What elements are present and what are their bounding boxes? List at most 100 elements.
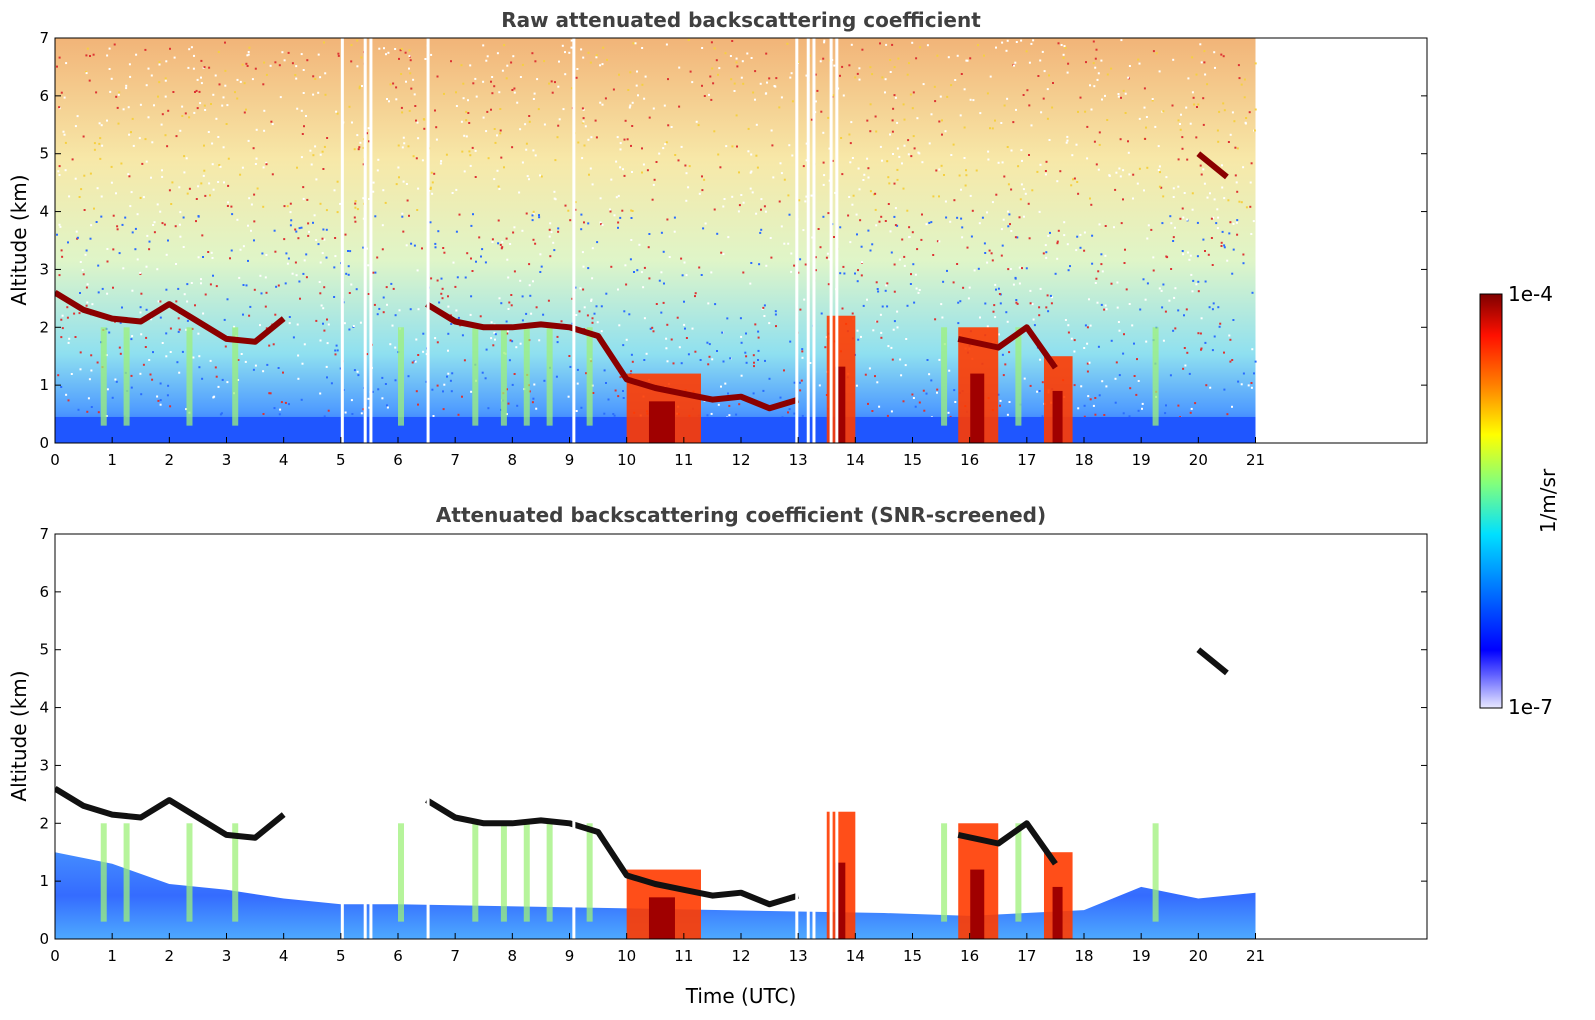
cloud-layer-line [957,820,1058,866]
x-tick-label: 14 [846,451,865,469]
y-tick-label: 0 [39,930,49,948]
precipitation-core [1052,886,1063,939]
x-tick-label: 4 [279,451,289,469]
fall-streak [398,327,404,426]
y-axis-label: Altitude (km) [7,174,31,305]
x-tick-label: 9 [565,451,575,469]
missing-profile-gap [806,534,810,939]
x-tick-label: 10 [617,947,636,965]
x-tick-label: 4 [279,947,289,965]
fall-streak [500,823,507,922]
missing-profile-gap [812,38,816,443]
x-tick-label: 18 [1074,451,1093,469]
x-tick-label: 3 [222,947,232,965]
fall-streak [546,327,553,426]
y-tick-label: 1 [39,376,49,394]
x-tick-label: 6 [393,451,403,469]
fall-streak [941,823,948,922]
x-tick-label: 5 [336,451,346,469]
fall-streak [100,823,107,922]
fall-streak [586,327,593,426]
colorbar-gradient [1479,293,1503,709]
x-tick-label: 0 [50,451,60,469]
missing-profile-gap [806,38,810,443]
y-tick-label: 0 [39,434,49,452]
y-tick-label: 2 [39,318,49,336]
y-tick-label: 3 [39,756,49,774]
precipitation-core [970,373,985,443]
y-axis-label: Altitude (km) [7,670,31,801]
x-tick-label: 17 [1017,947,1036,965]
x-tick-label: 5 [336,947,346,965]
y-tick-label: 7 [39,29,49,47]
precipitation-core [648,401,675,443]
cloud-layer-line [1196,151,1229,180]
y-tick-label: 6 [39,583,49,601]
x-tick-label: 7 [450,451,460,469]
fall-streak [500,327,507,426]
missing-profile-gap [363,38,367,443]
fall-streak [123,823,130,922]
x-tick-label: 13 [789,451,808,469]
missing-profile-gap [835,534,839,939]
missing-profile-gap [426,38,430,443]
x-tick-label: 2 [165,451,175,469]
x-axis-label: Time (UTC) [685,984,797,1008]
x-tick-label: 12 [731,451,750,469]
x-tick-label: 14 [846,947,865,965]
fall-streak [1015,823,1022,922]
x-tick-label: 3 [222,451,232,469]
x-tick-label: 8 [508,451,518,469]
missing-profile-gap [795,534,799,939]
x-tick-label: 16 [960,451,979,469]
x-tick-label: 11 [674,451,693,469]
colorbar: 1e-4 1e-7 1/m/sr [1479,282,1560,719]
fall-streak [186,823,193,922]
axes-frame [54,533,1428,940]
missing-profile-gap [363,534,367,939]
x-tick-label: 16 [960,947,979,965]
missing-profile-gap [835,38,839,443]
x-tick-label: 19 [1132,947,1151,965]
missing-profile-gap [340,38,344,443]
x-tick-label: 1 [107,947,117,965]
x-tick-label: 18 [1074,947,1093,965]
fall-streak [1015,327,1022,426]
fall-streak [232,823,239,922]
fall-streak [941,327,948,426]
x-tick-label: 9 [565,947,575,965]
precipitation-core [1052,390,1063,443]
plot-area [55,38,1257,443]
x-tick-label: 8 [508,947,518,965]
precipitation-core [835,862,846,939]
fall-streak [232,327,239,426]
precipitation-core [648,897,675,939]
boundary-layer [55,852,1256,939]
x-tick-label: 2 [165,947,175,965]
x-tick-label: 12 [731,947,750,965]
missing-profile-gap [340,534,344,939]
panel-title: Raw attenuated backscattering coefficien… [501,8,981,32]
missing-profile-gap [572,38,576,443]
plot-area [55,534,1256,939]
panel-title: Attenuated backscattering coefficient (S… [436,503,1046,527]
x-tick-label: 0 [50,947,60,965]
precipitation-core [835,366,846,443]
fall-streaks [100,327,1159,426]
x-tick-label: 19 [1132,451,1151,469]
x-tick-label: 1 [107,451,117,469]
x-tick-label: 10 [617,451,636,469]
fall-streak [186,327,193,426]
y-tick-label: 7 [39,525,49,543]
x-tick-label: 20 [1189,947,1208,965]
missing-profile-gap [369,38,373,443]
x-tick-label: 13 [789,947,808,965]
fall-streak [546,823,553,922]
cloud-layer-line [55,786,286,841]
fall-streak [523,823,530,922]
colorbar-max-label: 1e-4 [1508,282,1553,306]
precipitation-core [970,869,985,939]
cloud-layer-line [1196,647,1229,676]
screened-backscatter-panel: Attenuated backscattering coefficient (S… [7,503,1428,1008]
